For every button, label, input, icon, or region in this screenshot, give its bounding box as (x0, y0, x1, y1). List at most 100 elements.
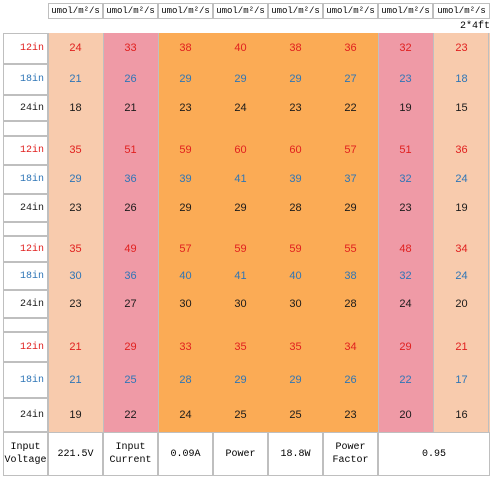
cell-value: 38 (289, 42, 302, 54)
cell-value: 36 (344, 42, 357, 54)
column-fill (323, 33, 378, 432)
cell-value: 25 (289, 408, 302, 421)
cell-value: 41 (234, 269, 247, 282)
unit-header: umol/m²/s (158, 3, 213, 19)
cell-value: 26 (344, 373, 357, 386)
cell-value: 24 (234, 101, 247, 114)
cell-value: 26 (124, 201, 137, 214)
cell-value: 59 (179, 144, 192, 156)
row-label: 24in (3, 398, 48, 432)
footer-cell: 18.8W (268, 432, 323, 476)
cell-value: 40 (234, 42, 247, 54)
unit-header: umol/m²/s (433, 3, 490, 19)
cell-value: 16 (455, 408, 468, 421)
cell-value: 30 (289, 297, 302, 310)
column-border (378, 33, 379, 432)
cell-value: 24 (179, 408, 192, 421)
cell-value: 36 (124, 269, 137, 282)
column-border (158, 33, 159, 432)
cell-value: 34 (344, 340, 357, 353)
cell-value: 20 (455, 297, 468, 310)
cell-value: 29 (289, 73, 302, 85)
cell-value: 27 (124, 297, 137, 310)
cell-value: 23 (289, 101, 302, 114)
row-label: 18in (3, 362, 48, 398)
cell-value: 51 (399, 144, 412, 156)
cell-value: 23 (399, 201, 412, 214)
unit-header: umol/m²/s (268, 3, 323, 19)
cell-value: 41 (234, 173, 247, 185)
cell-value: 60 (234, 144, 247, 156)
cell-value: 38 (179, 42, 192, 54)
cell-value: 30 (179, 297, 192, 310)
row-label: 24in (3, 95, 48, 121)
row-label: 18in (3, 262, 48, 290)
column-border (488, 33, 489, 432)
cell-value: 21 (69, 340, 82, 353)
cell-value: 33 (124, 42, 137, 54)
cell-value: 33 (179, 340, 192, 353)
column-fill (103, 33, 158, 432)
cell-value: 24 (455, 269, 468, 282)
row-label: 18in (3, 165, 48, 194)
cell-value: 19 (455, 201, 468, 214)
cell-value: 19 (69, 408, 82, 421)
cell-value: 35 (69, 242, 82, 255)
footer-cell: Power Factor (323, 432, 378, 476)
cell-value: 60 (289, 144, 302, 156)
gap-cell (3, 222, 48, 236)
column-fill (213, 33, 268, 432)
cell-value: 30 (69, 269, 82, 282)
cell-value: 29 (69, 173, 82, 185)
cell-value: 29 (399, 340, 412, 353)
column-fill (48, 33, 103, 432)
cell-value: 29 (179, 201, 192, 214)
column-fill (378, 33, 433, 432)
footer-cell: Input Current (103, 432, 158, 476)
cell-value: 39 (289, 173, 302, 185)
footer-cell: Power (213, 432, 268, 476)
size-label: 2*4ft (459, 20, 490, 32)
cell-value: 55 (344, 242, 357, 255)
gap-cell (3, 318, 48, 332)
row-label: 12in (3, 236, 48, 262)
column-fill (433, 33, 490, 432)
cell-value: 28 (179, 373, 192, 386)
cell-value: 38 (344, 269, 357, 282)
cell-value: 32 (399, 173, 412, 185)
cell-value: 35 (234, 340, 247, 353)
footer-cell: Input Voltage (3, 432, 48, 476)
row-label: 12in (3, 33, 48, 64)
cell-value: 28 (344, 297, 357, 310)
cell-value: 22 (399, 373, 412, 386)
cell-value: 29 (124, 340, 137, 353)
cell-value: 29 (234, 373, 247, 386)
cell-value: 21 (69, 73, 82, 85)
unit-header: umol/m²/s (103, 3, 158, 19)
cell-value: 57 (179, 242, 192, 255)
column-border (103, 33, 104, 432)
cell-value: 36 (124, 173, 137, 185)
cell-value: 35 (69, 144, 82, 156)
cell-value: 32 (399, 269, 412, 282)
cell-value: 49 (124, 242, 137, 255)
gap-cell (3, 121, 48, 136)
cell-value: 34 (455, 242, 468, 255)
column-fill (158, 33, 213, 432)
cell-value: 21 (124, 101, 137, 114)
unit-header: umol/m²/s (213, 3, 268, 19)
cell-value: 29 (179, 73, 192, 85)
cell-value: 20 (399, 408, 412, 421)
cell-value: 21 (69, 373, 82, 386)
cell-value: 18 (69, 101, 82, 114)
cell-value: 40 (289, 269, 302, 282)
cell-value: 30 (234, 297, 247, 310)
cell-value: 51 (124, 144, 137, 156)
cell-value: 23 (455, 42, 468, 54)
row-label: 12in (3, 332, 48, 362)
row-label: 24in (3, 290, 48, 318)
cell-value: 39 (179, 173, 192, 185)
cell-value: 24 (455, 173, 468, 185)
cell-value: 59 (234, 242, 247, 255)
